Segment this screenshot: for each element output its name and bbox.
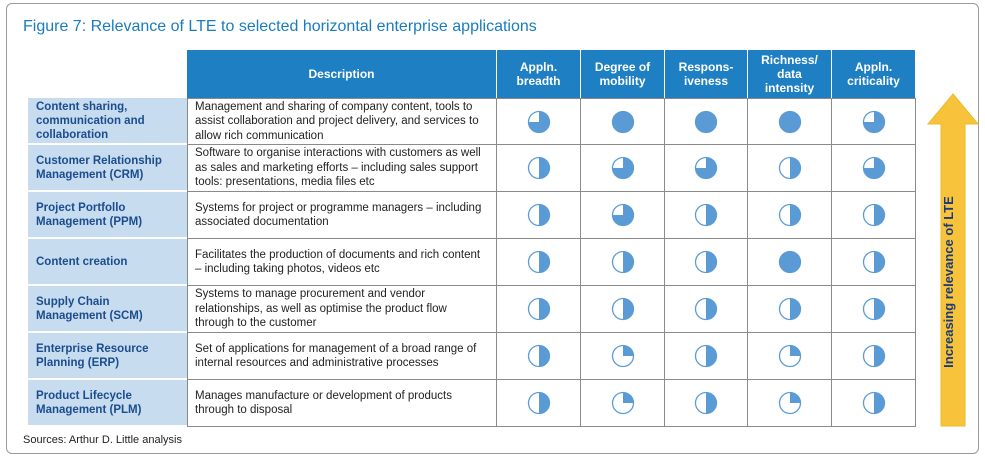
harvey-ball-1-4 (862, 156, 885, 180)
harvey-ball-1-2 (694, 156, 718, 180)
rating-cell-5-4 (832, 333, 916, 380)
row-label-2: Project Portfollo Management (PPM) (28, 192, 187, 239)
rating-cell-6-1 (581, 380, 665, 427)
rating-cell-1-1 (581, 145, 665, 192)
increasing-relevance-arrow: Increasing relevance of LTE (927, 93, 979, 427)
harvey-ball-5-0 (527, 344, 550, 368)
figure-title: Figure 7: Relevance of LTE to selected h… (23, 18, 537, 35)
column-header-5: Appln. criticality (832, 50, 916, 98)
header-corner (28, 50, 187, 98)
harvey-ball-5-4 (862, 344, 885, 368)
rating-cell-6-0 (497, 380, 581, 427)
harvey-ball-6-0 (527, 391, 550, 415)
harvey-ball-0-1 (611, 110, 634, 133)
harvey-ball-2-2 (694, 203, 718, 227)
harvey-ball-5-2 (694, 344, 718, 368)
row-description-4: Systems to manage procurement and vendor… (187, 286, 497, 333)
rating-cell-2-3 (748, 192, 832, 239)
row-description-3: Facilitates the production of documents … (187, 239, 497, 286)
column-header-0: Description (187, 50, 497, 98)
harvey-ball-3-3 (778, 250, 801, 274)
rating-cell-5-3 (748, 333, 832, 380)
harvey-ball-5-1 (611, 344, 634, 368)
harvey-ball-4-3 (778, 297, 801, 321)
rating-cell-0-0 (497, 98, 581, 145)
rating-cell-3-3 (748, 239, 832, 286)
harvey-ball-3-4 (862, 250, 885, 274)
harvey-ball-6-1 (611, 391, 634, 415)
harvey-ball-1-0 (527, 156, 550, 180)
figure-frame: Figure 7: Relevance of LTE to selected h… (6, 3, 979, 454)
harvey-ball-1-3 (778, 156, 801, 180)
relevance-table: Description Appln. breadth Degree of mobil… (28, 50, 916, 427)
harvey-ball-4-2 (694, 297, 718, 321)
row-label-5: Enterprise Resource Planning (ERP) (28, 333, 187, 380)
rating-cell-3-0 (497, 239, 581, 286)
rating-cell-4-4 (832, 286, 916, 333)
rating-cell-4-1 (581, 286, 665, 333)
rating-cell-4-2 (665, 286, 748, 333)
row-label-1: Customer Relationship Management (CRM) (28, 145, 187, 192)
rating-cell-5-2 (665, 333, 748, 380)
harvey-ball-4-4 (862, 297, 885, 321)
rating-cell-3-4 (832, 239, 916, 286)
harvey-ball-3-0 (527, 250, 550, 274)
harvey-ball-0-0 (527, 110, 550, 133)
rating-cell-1-4 (832, 145, 916, 192)
harvey-ball-0-2 (694, 110, 718, 133)
rating-cell-1-0 (497, 145, 581, 192)
rating-cell-6-4 (832, 380, 916, 427)
arrow-label: Increasing relevance of LTE (941, 196, 956, 368)
harvey-ball-6-2 (694, 391, 718, 415)
row-description-2: Systems for project or programme manager… (187, 192, 497, 239)
column-header-1: Appln. breadth (497, 50, 581, 98)
rating-cell-4-3 (748, 286, 832, 333)
rating-cell-3-2 (665, 239, 748, 286)
rating-cell-2-4 (832, 192, 916, 239)
harvey-ball-2-1 (611, 203, 634, 227)
harvey-ball-6-3 (778, 391, 801, 415)
rating-cell-2-0 (497, 192, 581, 239)
harvey-ball-1-1 (611, 156, 634, 180)
harvey-ball-5-3 (778, 344, 801, 368)
row-description-6: Manages manufacture or development of pr… (187, 380, 497, 427)
harvey-ball-3-2 (694, 250, 718, 274)
sources-note: Sources: Arthur D. Little analysis (23, 434, 182, 446)
harvey-ball-0-3 (778, 110, 801, 133)
rating-cell-1-3 (748, 145, 832, 192)
row-label-3: Content creation (28, 239, 187, 286)
rating-cell-0-3 (748, 98, 832, 145)
row-description-0: Management and sharing of company conten… (187, 98, 497, 145)
row-description-5: Set of applications for management of a … (187, 333, 497, 380)
harvey-ball-2-4 (862, 203, 885, 227)
row-label-0: Content sharing, communication and colla… (28, 98, 187, 145)
rating-cell-5-1 (581, 333, 665, 380)
harvey-ball-2-3 (778, 203, 801, 227)
row-label-4: Supply Chain Management (SCM) (28, 286, 187, 333)
harvey-ball-2-0 (527, 203, 550, 227)
rating-cell-0-2 (665, 98, 748, 145)
row-label-6: Product Lifecycle Management (PLM) (28, 380, 187, 427)
rating-cell-0-1 (581, 98, 665, 145)
rating-cell-5-0 (497, 333, 581, 380)
row-description-1: Software to organise interactions with c… (187, 145, 497, 192)
column-header-4: Richness/ data intensity (748, 50, 832, 98)
rating-cell-2-1 (581, 192, 665, 239)
harvey-ball-6-4 (862, 391, 885, 415)
harvey-ball-3-1 (611, 250, 634, 274)
column-header-2: Degree of mobility (581, 50, 665, 98)
harvey-ball-4-0 (527, 297, 550, 321)
column-header-3: Respons-iveness (665, 50, 748, 98)
rating-cell-4-0 (497, 286, 581, 333)
rating-cell-6-3 (748, 380, 832, 427)
harvey-ball-4-1 (611, 297, 634, 321)
harvey-ball-0-4 (862, 110, 885, 133)
rating-cell-0-4 (832, 98, 916, 145)
rating-cell-3-1 (581, 239, 665, 286)
arrow-shape (927, 93, 979, 427)
rating-cell-2-2 (665, 192, 748, 239)
rating-cell-6-2 (665, 380, 748, 427)
rating-cell-1-2 (665, 145, 748, 192)
